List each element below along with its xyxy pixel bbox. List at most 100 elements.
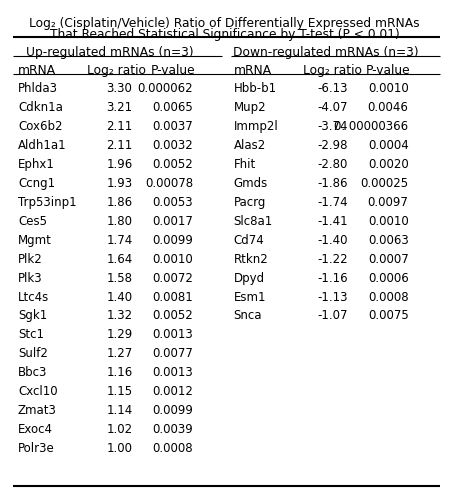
Text: 1.29: 1.29 [106, 329, 132, 341]
Text: Plk2: Plk2 [18, 253, 43, 266]
Text: 0.0053: 0.0053 [153, 196, 193, 209]
Text: -6.13: -6.13 [317, 82, 348, 95]
Text: 1.02: 1.02 [106, 423, 132, 436]
Text: 0.000062: 0.000062 [137, 82, 193, 95]
Text: 3.21: 3.21 [106, 101, 132, 114]
Text: 0.0063: 0.0063 [368, 234, 409, 246]
Text: -2.80: -2.80 [317, 158, 348, 171]
Text: Ephx1: Ephx1 [18, 158, 55, 171]
Text: -1.74: -1.74 [317, 196, 348, 209]
Text: Aldh1a1: Aldh1a1 [18, 139, 66, 152]
Text: 1.14: 1.14 [106, 404, 132, 417]
Text: That Reached Statistical Significance by T-test (P < 0.01): That Reached Statistical Significance by… [50, 28, 399, 40]
Text: 0.0008: 0.0008 [153, 442, 193, 455]
Text: 0.0008: 0.0008 [368, 290, 409, 304]
Text: Alas2: Alas2 [233, 139, 266, 152]
Text: Stc1: Stc1 [18, 329, 44, 341]
Text: Exoc4: Exoc4 [18, 423, 53, 436]
Text: 0.0004: 0.0004 [368, 139, 409, 152]
Text: 0.0065: 0.0065 [152, 101, 193, 114]
Text: Log₂ ratio: Log₂ ratio [87, 64, 146, 77]
Text: Esm1: Esm1 [233, 290, 266, 304]
Text: 1.32: 1.32 [106, 309, 132, 322]
Text: 0.0097: 0.0097 [368, 196, 409, 209]
Text: 1.16: 1.16 [106, 366, 132, 379]
Text: 0.00025: 0.00025 [361, 177, 409, 190]
Text: Log₂ (Cisplatin/Vehicle) Ratio of Differentially Expressed mRNAs: Log₂ (Cisplatin/Vehicle) Ratio of Differ… [29, 17, 420, 30]
Text: 0.0052: 0.0052 [152, 158, 193, 171]
Text: Ces5: Ces5 [18, 215, 47, 228]
Text: Zmat3: Zmat3 [18, 404, 57, 417]
Text: Plk3: Plk3 [18, 272, 43, 284]
Text: Bbc3: Bbc3 [18, 366, 47, 379]
Text: 0. 00000366: 0. 00000366 [335, 120, 409, 133]
Text: 0.0037: 0.0037 [152, 120, 193, 133]
Text: Ccng1: Ccng1 [18, 177, 55, 190]
Text: Polr3e: Polr3e [18, 442, 55, 455]
Text: 3.30: 3.30 [106, 82, 132, 95]
Text: 0.0012: 0.0012 [152, 385, 193, 398]
Text: 0.0099: 0.0099 [152, 234, 193, 246]
Text: -1.16: -1.16 [317, 272, 348, 284]
Text: Cdkn1a: Cdkn1a [18, 101, 63, 114]
Text: P-value: P-value [150, 64, 195, 77]
Text: Trp53inp1: Trp53inp1 [18, 196, 77, 209]
Text: 1.93: 1.93 [106, 177, 132, 190]
Text: Phlda3: Phlda3 [18, 82, 58, 95]
Text: Cd74: Cd74 [233, 234, 264, 246]
Text: 0.00078: 0.00078 [145, 177, 193, 190]
Text: 1.80: 1.80 [106, 215, 132, 228]
Text: 0.0007: 0.0007 [368, 253, 409, 266]
Text: 0.0046: 0.0046 [368, 101, 409, 114]
Text: Snca: Snca [233, 309, 262, 322]
Text: -1.86: -1.86 [317, 177, 348, 190]
Text: 1.00: 1.00 [106, 442, 132, 455]
Text: Immp2l: Immp2l [233, 120, 278, 133]
Text: 0.0072: 0.0072 [152, 272, 193, 284]
Text: Dpyd: Dpyd [233, 272, 264, 284]
Text: Mup2: Mup2 [233, 101, 266, 114]
Text: mRNA: mRNA [18, 64, 56, 77]
Text: 1.86: 1.86 [106, 196, 132, 209]
Text: Cxcl10: Cxcl10 [18, 385, 57, 398]
Text: 1.58: 1.58 [106, 272, 132, 284]
Text: 0.0032: 0.0032 [152, 139, 193, 152]
Text: Log₂ ratio: Log₂ ratio [303, 64, 362, 77]
Text: Up-regulated mRNAs (n=3): Up-regulated mRNAs (n=3) [26, 46, 194, 59]
Text: 0.0010: 0.0010 [368, 82, 409, 95]
Text: Sulf2: Sulf2 [18, 347, 48, 360]
Text: Pacrg: Pacrg [233, 196, 266, 209]
Text: 0.0077: 0.0077 [152, 347, 193, 360]
Text: 0.0039: 0.0039 [152, 423, 193, 436]
Text: mRNA: mRNA [233, 64, 272, 77]
Text: -3.74: -3.74 [317, 120, 348, 133]
Text: 1.27: 1.27 [106, 347, 132, 360]
Text: -1.41: -1.41 [317, 215, 348, 228]
Text: -4.07: -4.07 [317, 101, 348, 114]
Text: 0.0052: 0.0052 [152, 309, 193, 322]
Text: Cox6b2: Cox6b2 [18, 120, 62, 133]
Text: 0.0075: 0.0075 [368, 309, 409, 322]
Text: 0.0013: 0.0013 [152, 329, 193, 341]
Text: 1.40: 1.40 [106, 290, 132, 304]
Text: 0.0013: 0.0013 [152, 366, 193, 379]
Text: Gmds: Gmds [233, 177, 268, 190]
Text: Fhit: Fhit [233, 158, 256, 171]
Text: Down-regulated mRNAs (n=3): Down-regulated mRNAs (n=3) [233, 46, 418, 59]
Text: 0.0010: 0.0010 [368, 215, 409, 228]
Text: 1.96: 1.96 [106, 158, 132, 171]
Text: -1.07: -1.07 [317, 309, 348, 322]
Text: -1.22: -1.22 [317, 253, 348, 266]
Text: 1.15: 1.15 [106, 385, 132, 398]
Text: 0.0099: 0.0099 [152, 404, 193, 417]
Text: -1.13: -1.13 [317, 290, 348, 304]
Text: P-value: P-value [366, 64, 411, 77]
Text: Sgk1: Sgk1 [18, 309, 47, 322]
Text: 2.11: 2.11 [106, 120, 132, 133]
Text: 1.64: 1.64 [106, 253, 132, 266]
Text: -1.40: -1.40 [317, 234, 348, 246]
Text: Hbb-b1: Hbb-b1 [233, 82, 277, 95]
Text: Mgmt: Mgmt [18, 234, 52, 246]
Text: 0.0081: 0.0081 [152, 290, 193, 304]
Text: 1.74: 1.74 [106, 234, 132, 246]
